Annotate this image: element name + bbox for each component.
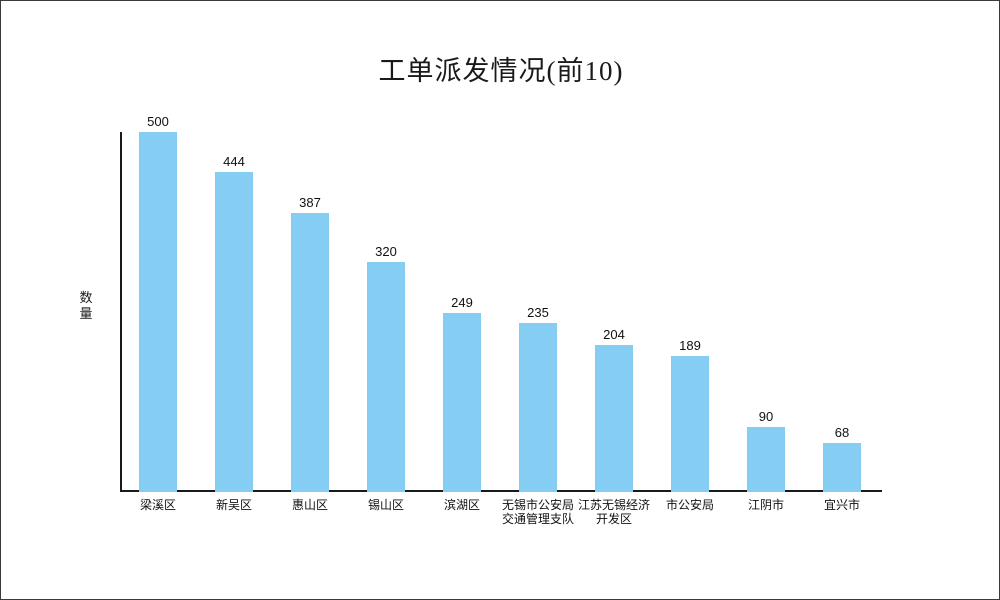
bar-group: 387 <box>272 132 348 492</box>
bar-group: 500 <box>120 114 196 492</box>
bar-group: 204 <box>576 132 652 492</box>
bar-group: 189 <box>652 132 728 492</box>
x-axis-tick-label: 江苏无锡经济开发区 <box>578 498 651 526</box>
bar-group: 90 <box>728 132 804 492</box>
x-axis-tick-label: 梁溪区 <box>139 498 176 512</box>
x-axis-tick-label: 锡山区 <box>367 498 404 512</box>
x-axis-tick-label: 宜兴市 <box>823 498 860 512</box>
x-axis-tick-label: 无锡市公安局交通管理支队 <box>502 498 575 526</box>
bar[interactable] <box>367 262 405 492</box>
bar[interactable] <box>823 443 861 492</box>
bar-group: 68 <box>804 132 880 492</box>
bar-value-label: 68 <box>834 425 850 440</box>
bar-value-label: 249 <box>451 295 473 310</box>
bar-value-label: 500 <box>147 114 169 129</box>
bar-value-label: 204 <box>603 327 625 342</box>
bar-group: 249 <box>424 132 500 492</box>
bar-value-label: 444 <box>223 154 245 169</box>
x-axis-tick-label: 新吴区 <box>215 498 252 512</box>
bar[interactable] <box>671 356 709 492</box>
bar[interactable] <box>139 132 177 492</box>
x-axis-tick-label: 江阴市 <box>747 498 784 512</box>
y-axis-label: 数量 <box>79 290 93 321</box>
page-title: 工单派发情况(前10) <box>378 56 624 86</box>
bar[interactable] <box>443 313 481 492</box>
bar-group: 235 <box>500 132 576 492</box>
bar-value-label: 235 <box>527 305 549 320</box>
bar[interactable] <box>747 427 785 492</box>
x-axis-tick-label: 市公安局 <box>665 498 714 512</box>
bar[interactable] <box>519 323 557 492</box>
bar-value-label: 90 <box>758 409 774 424</box>
bar[interactable] <box>595 345 633 492</box>
x-axis-tick-label: 惠山区 <box>291 498 328 512</box>
y-axis-line <box>120 132 122 492</box>
plot-area: 500 444 387 320 249 235 204 189 90 68 <box>120 114 882 492</box>
bar-group: 444 <box>196 132 272 492</box>
bar-value-label: 320 <box>375 244 397 259</box>
bar-value-label: 189 <box>679 338 701 353</box>
bar-group: 320 <box>348 132 424 492</box>
bar[interactable] <box>215 172 253 492</box>
x-axis-tick-label: 滨湖区 <box>443 498 480 512</box>
bar[interactable] <box>291 213 329 492</box>
bar-value-label: 387 <box>299 195 321 210</box>
x-axis-line <box>120 490 882 492</box>
